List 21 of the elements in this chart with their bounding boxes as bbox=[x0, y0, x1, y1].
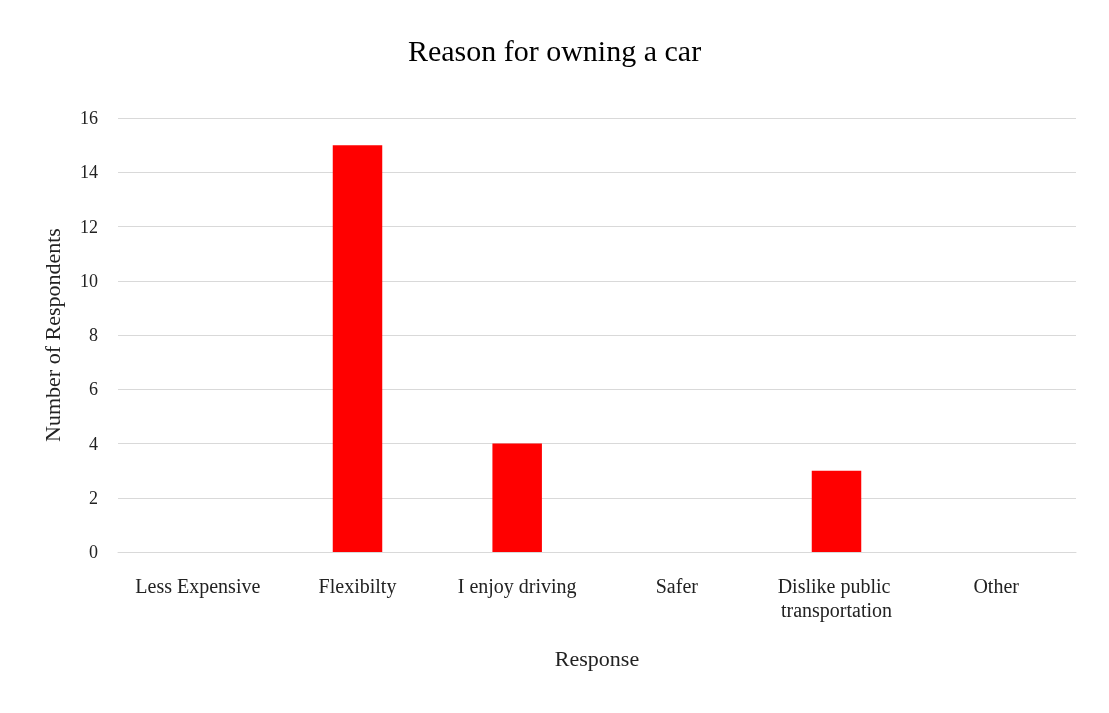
x-tick-label: I enjoy driving bbox=[457, 575, 577, 598]
y-tick-label: 14 bbox=[80, 162, 98, 183]
y-axis-title: Number of Respondents bbox=[39, 228, 65, 442]
y-tick-label: 16 bbox=[80, 108, 98, 128]
y-tick-label: 10 bbox=[80, 270, 98, 291]
x-tick-label: Less Expensive bbox=[135, 575, 261, 598]
bar bbox=[332, 145, 383, 552]
x-tick-label: Other bbox=[973, 575, 1020, 597]
y-tick-label: 2 bbox=[89, 487, 98, 508]
y-tick-label: 8 bbox=[89, 325, 98, 345]
y-tick-label: 12 bbox=[80, 216, 98, 237]
y-tick-label: 4 bbox=[89, 433, 98, 454]
bar bbox=[811, 470, 862, 552]
x-tick-label: Flexibilty bbox=[318, 575, 397, 598]
x-axis-title: Response bbox=[554, 645, 640, 671]
y-tick-label: 0 bbox=[89, 542, 98, 562]
bar bbox=[492, 443, 542, 552]
chart-title: Reason for owning a car bbox=[407, 33, 702, 67]
y-tick-label: 6 bbox=[89, 379, 98, 400]
x-tick-label: Safer bbox=[655, 575, 699, 597]
x-tick-label: Dislike public transportation bbox=[777, 575, 896, 622]
